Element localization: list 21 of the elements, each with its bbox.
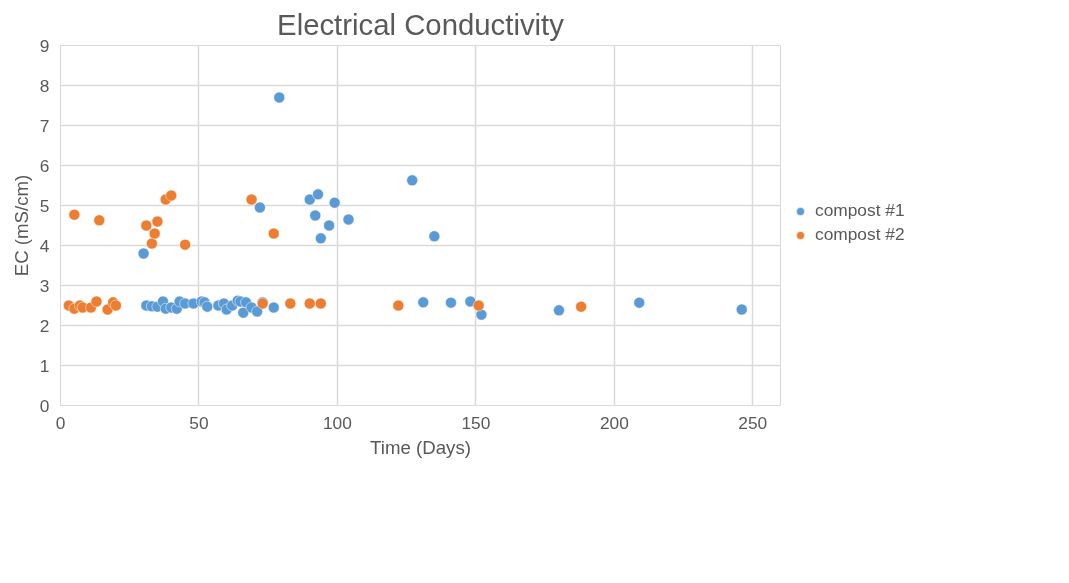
y-tick-label: 5 bbox=[39, 195, 50, 216]
y-tick-label: 9 bbox=[39, 35, 50, 56]
y-tick-label: 1 bbox=[39, 355, 50, 376]
chart-title: Electrical Conductivity bbox=[277, 7, 565, 41]
x-tick-label: 100 bbox=[322, 412, 352, 433]
x-tick-label: 200 bbox=[599, 412, 629, 433]
x-tick-label: 250 bbox=[738, 412, 768, 433]
y-tick-label: 6 bbox=[39, 155, 50, 176]
legend-label: compost #2 bbox=[815, 224, 905, 245]
x-tick-label: 150 bbox=[461, 412, 491, 433]
y-tick-label: 2 bbox=[39, 315, 50, 336]
y-tick-label: 7 bbox=[39, 115, 50, 136]
y-tick-label: 8 bbox=[39, 75, 50, 96]
y-tick-label: 3 bbox=[39, 275, 50, 296]
x-axis-title: Time (Days) bbox=[370, 436, 471, 458]
x-tick-label: 0 bbox=[55, 412, 66, 433]
y-tick-label: 4 bbox=[39, 235, 50, 256]
y-axis-title: EC (mS/cm) bbox=[10, 174, 32, 277]
legend-label: compost #1 bbox=[815, 200, 905, 221]
x-tick-label: 50 bbox=[189, 412, 209, 433]
y-tick-label: 0 bbox=[39, 395, 50, 416]
